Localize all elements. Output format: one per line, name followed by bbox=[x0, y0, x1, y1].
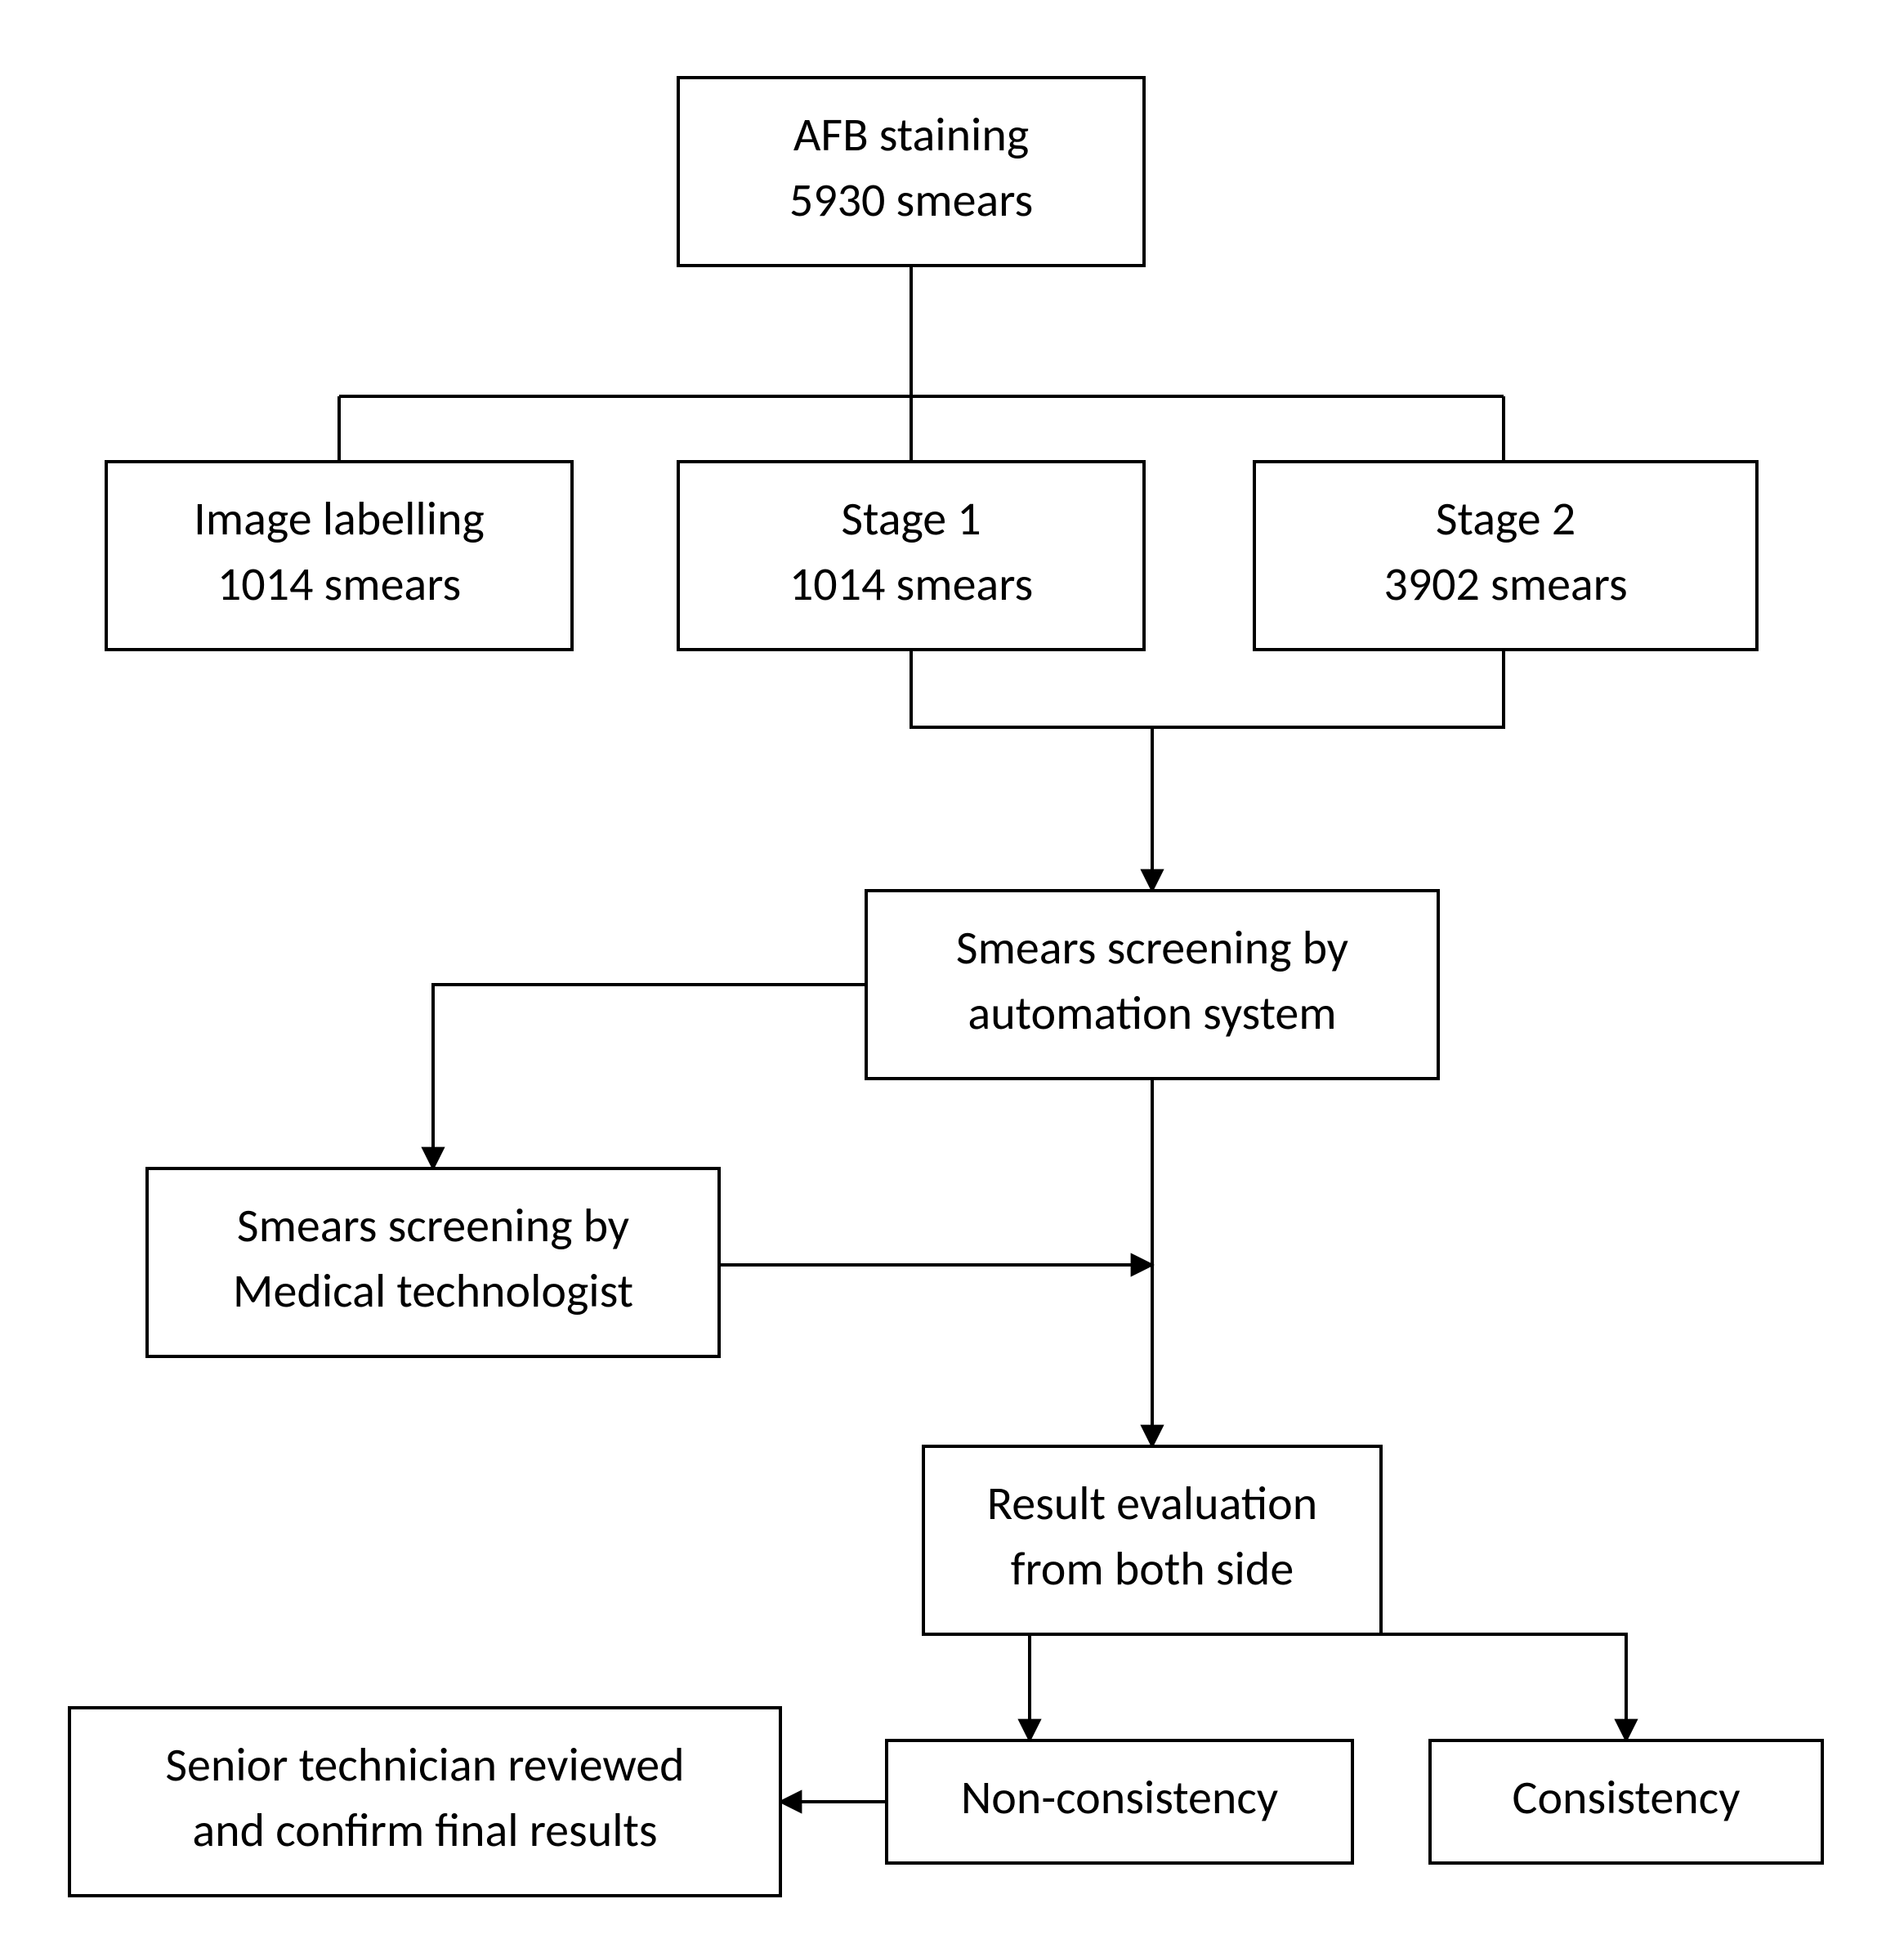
node-n_imglabel: Image labelling 1014 smears bbox=[106, 462, 572, 650]
node-label: 3902 smears bbox=[1383, 555, 1627, 613]
node-label: 1014 smears bbox=[217, 555, 461, 613]
node-label: 1014 smears bbox=[789, 555, 1033, 613]
node-n_cons: Consistency bbox=[1430, 1740, 1822, 1863]
node-label: Smears screening by bbox=[237, 1196, 629, 1254]
node-n_afb: AFB staining 5930 smears bbox=[678, 78, 1144, 266]
node-label: Smears screening by bbox=[956, 918, 1348, 976]
node-n_auto: Smears screening by automation system bbox=[866, 891, 1438, 1079]
node-label: Result evaluation bbox=[987, 1474, 1317, 1532]
node-n_stage2: Stage 2 3902 smears bbox=[1254, 462, 1757, 650]
node-label: Consistency bbox=[1513, 1768, 1741, 1826]
node-label: and confirm final results bbox=[192, 1801, 657, 1859]
node-label: Non-consistency bbox=[961, 1768, 1278, 1826]
node-n_senior: Senior technician reviewed and confirm fi… bbox=[69, 1708, 780, 1896]
node-n_stage1: Stage 1 1014 smears bbox=[678, 462, 1144, 650]
node-label: 5930 smears bbox=[789, 171, 1033, 229]
node-label: from both side bbox=[1011, 1539, 1294, 1597]
edge-6 bbox=[1152, 650, 1504, 727]
edge-12 bbox=[1287, 1634, 1626, 1740]
edge-5 bbox=[911, 650, 1152, 727]
node-label: Stage 1 bbox=[841, 489, 981, 547]
node-label: AFB staining bbox=[793, 105, 1029, 163]
node-n_medtech: Smears screening by Medical technologist bbox=[147, 1168, 719, 1356]
node-label: Senior technician reviewed bbox=[165, 1736, 684, 1794]
node-n_noncons: Non-consistency bbox=[887, 1740, 1352, 1863]
node-label: Medical technologist bbox=[233, 1262, 633, 1320]
node-label: Image labelling bbox=[194, 489, 485, 547]
node-label: Stage 2 bbox=[1436, 489, 1575, 547]
edge-8 bbox=[433, 985, 866, 1168]
nodes-group: AFB staining 5930 smears Image labelling 10… bbox=[69, 78, 1822, 1896]
node-label: automation system bbox=[968, 984, 1336, 1042]
node-n_resulteval: Result evaluation from both side bbox=[923, 1446, 1381, 1634]
